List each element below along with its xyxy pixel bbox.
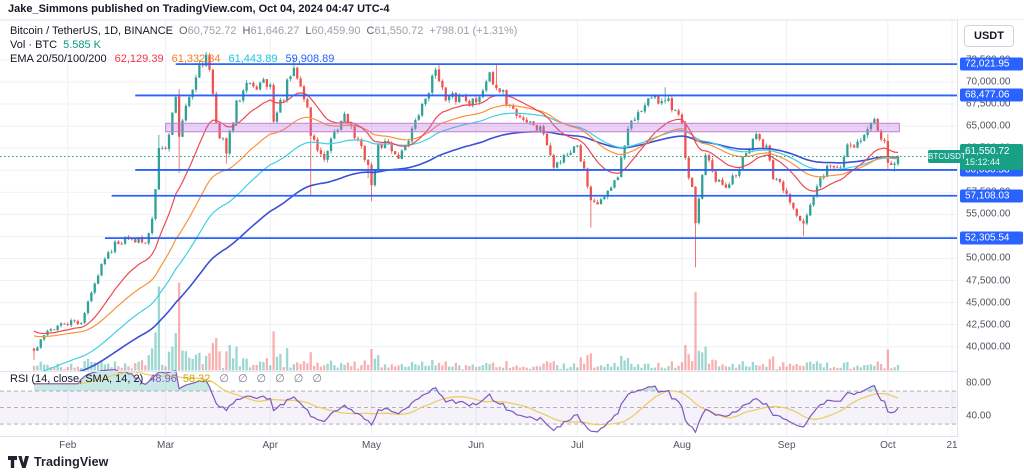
price-tick-label: 42,500.00 [966,319,1011,331]
price-axis[interactable]: USDT 72,500.0070,000.0067,500.0065,000.0… [958,20,1024,456]
time-tick-label: Apr [262,440,279,451]
time-tick-label: Sep [777,440,796,451]
candles-layer [32,52,900,360]
rsi-sma-line [34,371,899,426]
ray-price-label: 52,305.54 [960,231,1023,245]
rsi-empty-value: ∅ [219,373,229,385]
time-tick-label: Jul [570,440,584,451]
time-tick-label: May [362,440,381,451]
time-tick-label: Aug [673,440,691,451]
tradingview-logo[interactable]: TradingView [8,453,109,471]
price-tick-label: 65,000.00 [966,120,1011,132]
ema-legend-row[interactable]: EMA 20/50/100/200 62,129.39 61,332.34 61,44… [10,52,517,66]
candle-countdown: 15:12:44 [965,156,1001,167]
price-tick-label: 40,000.00 [966,341,1011,353]
rsi-empty-value: ∅ [293,373,304,385]
price-tick-label: 50,000.00 [966,252,1011,264]
resistance-zone-rect[interactable] [165,122,900,133]
rsi-line [34,368,899,434]
ema20-line [33,92,899,335]
ema-label: EMA 20/50/100/200 [10,53,107,65]
ema200-line [76,130,898,372]
rsi-sma-value: 58.32 [182,373,211,385]
time-tick-label: Jun [468,440,485,451]
price-tick-label: 47,500.00 [966,275,1011,287]
ema100-line [40,112,899,372]
volume-value: 5.585 K [63,39,101,51]
last-price-value: 61,550.72 [965,145,1010,157]
rsi-tick-label: 80.00 [966,377,992,389]
price-tick-label: 67,500.00 [966,98,1011,110]
ray-price-label: 68,477.06 [960,88,1023,102]
rsi-legend-row[interactable]: RSI (14, close, SMA, 14, 2) 48.96 58.32 ∅ ∅ ∅… [10,372,322,385]
time-tick-label: 21 [946,440,958,451]
change-value: +798.01 (+1.31%) [429,25,518,37]
rsi-empty-value: ∅ [275,373,285,385]
rsi-value: 48.96 [149,373,177,385]
last-price-label: 61,550.72 15:12:44 [960,143,1023,170]
rsi-empty-value: ∅ [237,373,248,385]
ema-value: 61,443.89 [228,53,278,65]
rsi-label: RSI (14, close, SMA, 14, 2) [10,373,144,385]
symbol-price-tag: BTCUSDT [928,150,966,164]
published-byline: Jake_Simmons published on TradingView.co… [8,3,390,15]
symbol-title: Bitcoin / TetherUS, 1D, BINANCE [10,25,174,37]
ohlc-item: H61,646.27 [242,25,300,37]
volume-label: Vol · BTC [10,39,58,51]
ray-price-label: 72,021.95 [960,57,1023,71]
rsi-tick-label: 40.00 [966,410,992,422]
ema50-line [33,104,899,338]
time-tick-label: Oct [880,440,896,451]
ohlc-item: O60,752.72 [179,25,237,37]
ohlc-item: L60,459.90 [305,25,361,37]
price-tick-label: 45,000.00 [966,297,1011,309]
ema-value: 61,332.34 [171,53,221,65]
time-tick-label: Feb [59,440,77,451]
currency-toggle-button[interactable]: USDT [964,25,1014,47]
symbol-legend-row[interactable]: Bitcoin / TetherUS, 1D, BINANCE O60,752.7… [10,24,517,38]
ema-value: 59,908.89 [285,53,335,65]
volume-bars-layer [32,282,900,371]
rsi-empty-value: ∅ [312,373,322,385]
chart-legend: Bitcoin / TetherUS, 1D, BINANCE O60,752.7… [10,24,517,66]
ema-value: 62,129.39 [114,53,164,65]
time-tick-label: Mar [157,440,175,451]
time-axis[interactable]: Feb Mar Apr May Jun Jul Aug Sep Oct 21 [0,437,1024,455]
tradingview-logo-icon [8,456,29,468]
ema-lines-layer [33,92,899,372]
volume-legend-row[interactable]: Vol · BTC 5.585 K [10,38,517,52]
ohlc-item: C61,550.72 [366,25,424,37]
ray-price-label: 57,108.03 [960,189,1023,203]
price-tick-label: 70,000.00 [966,76,1011,88]
rsi-empty-value: ∅ [256,373,267,385]
rsi-pane-layer [0,368,957,434]
price-tick-label: 55,000.00 [966,208,1011,220]
tradingview-brand-text: TradingView [34,455,109,469]
